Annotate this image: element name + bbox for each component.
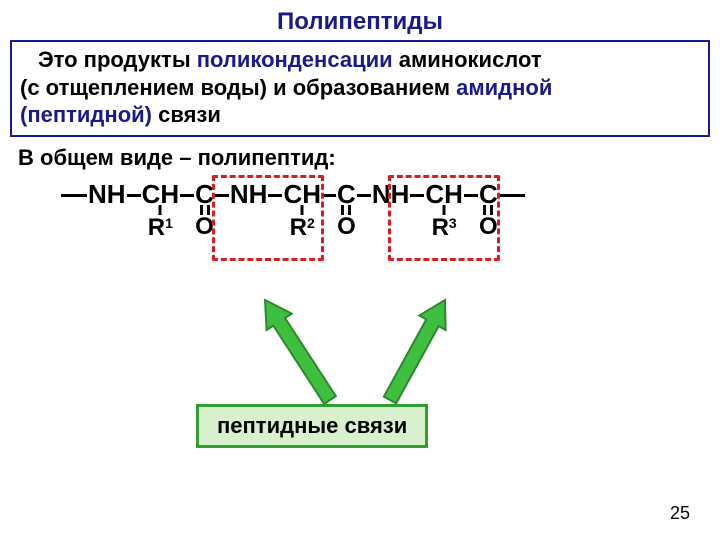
arrow-icon <box>384 300 446 403</box>
def-text-blue: амидной <box>456 75 552 100</box>
definition-line-2: (с отщеплением воды) и образованием амид… <box>20 74 700 102</box>
peptide-bond-label: пептидные связи <box>196 404 428 448</box>
def-text: аминокислот <box>393 47 542 72</box>
definition-line-1: Это продукты поликонденсации аминокислот <box>20 46 700 74</box>
formula-line: NHCHR1CONHCHR2CONHCHR3CO <box>60 181 640 212</box>
page-title: Полипептиды <box>0 0 720 36</box>
def-text: связи <box>158 102 221 127</box>
subheading: В общем виде – полипептид: <box>18 145 720 171</box>
def-text: Это продукты <box>38 47 197 72</box>
peptide-bond-highlight <box>212 175 324 261</box>
peptide-bond-highlight <box>388 175 500 261</box>
def-text: (с отщеплением воды) и образованием <box>20 75 456 100</box>
def-text-blue: (пептидной) <box>20 102 158 127</box>
definition-line-3: (пептидной) связи <box>20 101 700 129</box>
definition-box: Это продукты поликонденсации аминокислот… <box>10 40 710 137</box>
page-number: 25 <box>670 503 690 524</box>
chemical-formula: NHCHR1CONHCHR2CONHCHR3CO <box>60 181 640 291</box>
def-text-blue: поликонденсации <box>197 47 393 72</box>
arrow-icon <box>265 300 336 404</box>
